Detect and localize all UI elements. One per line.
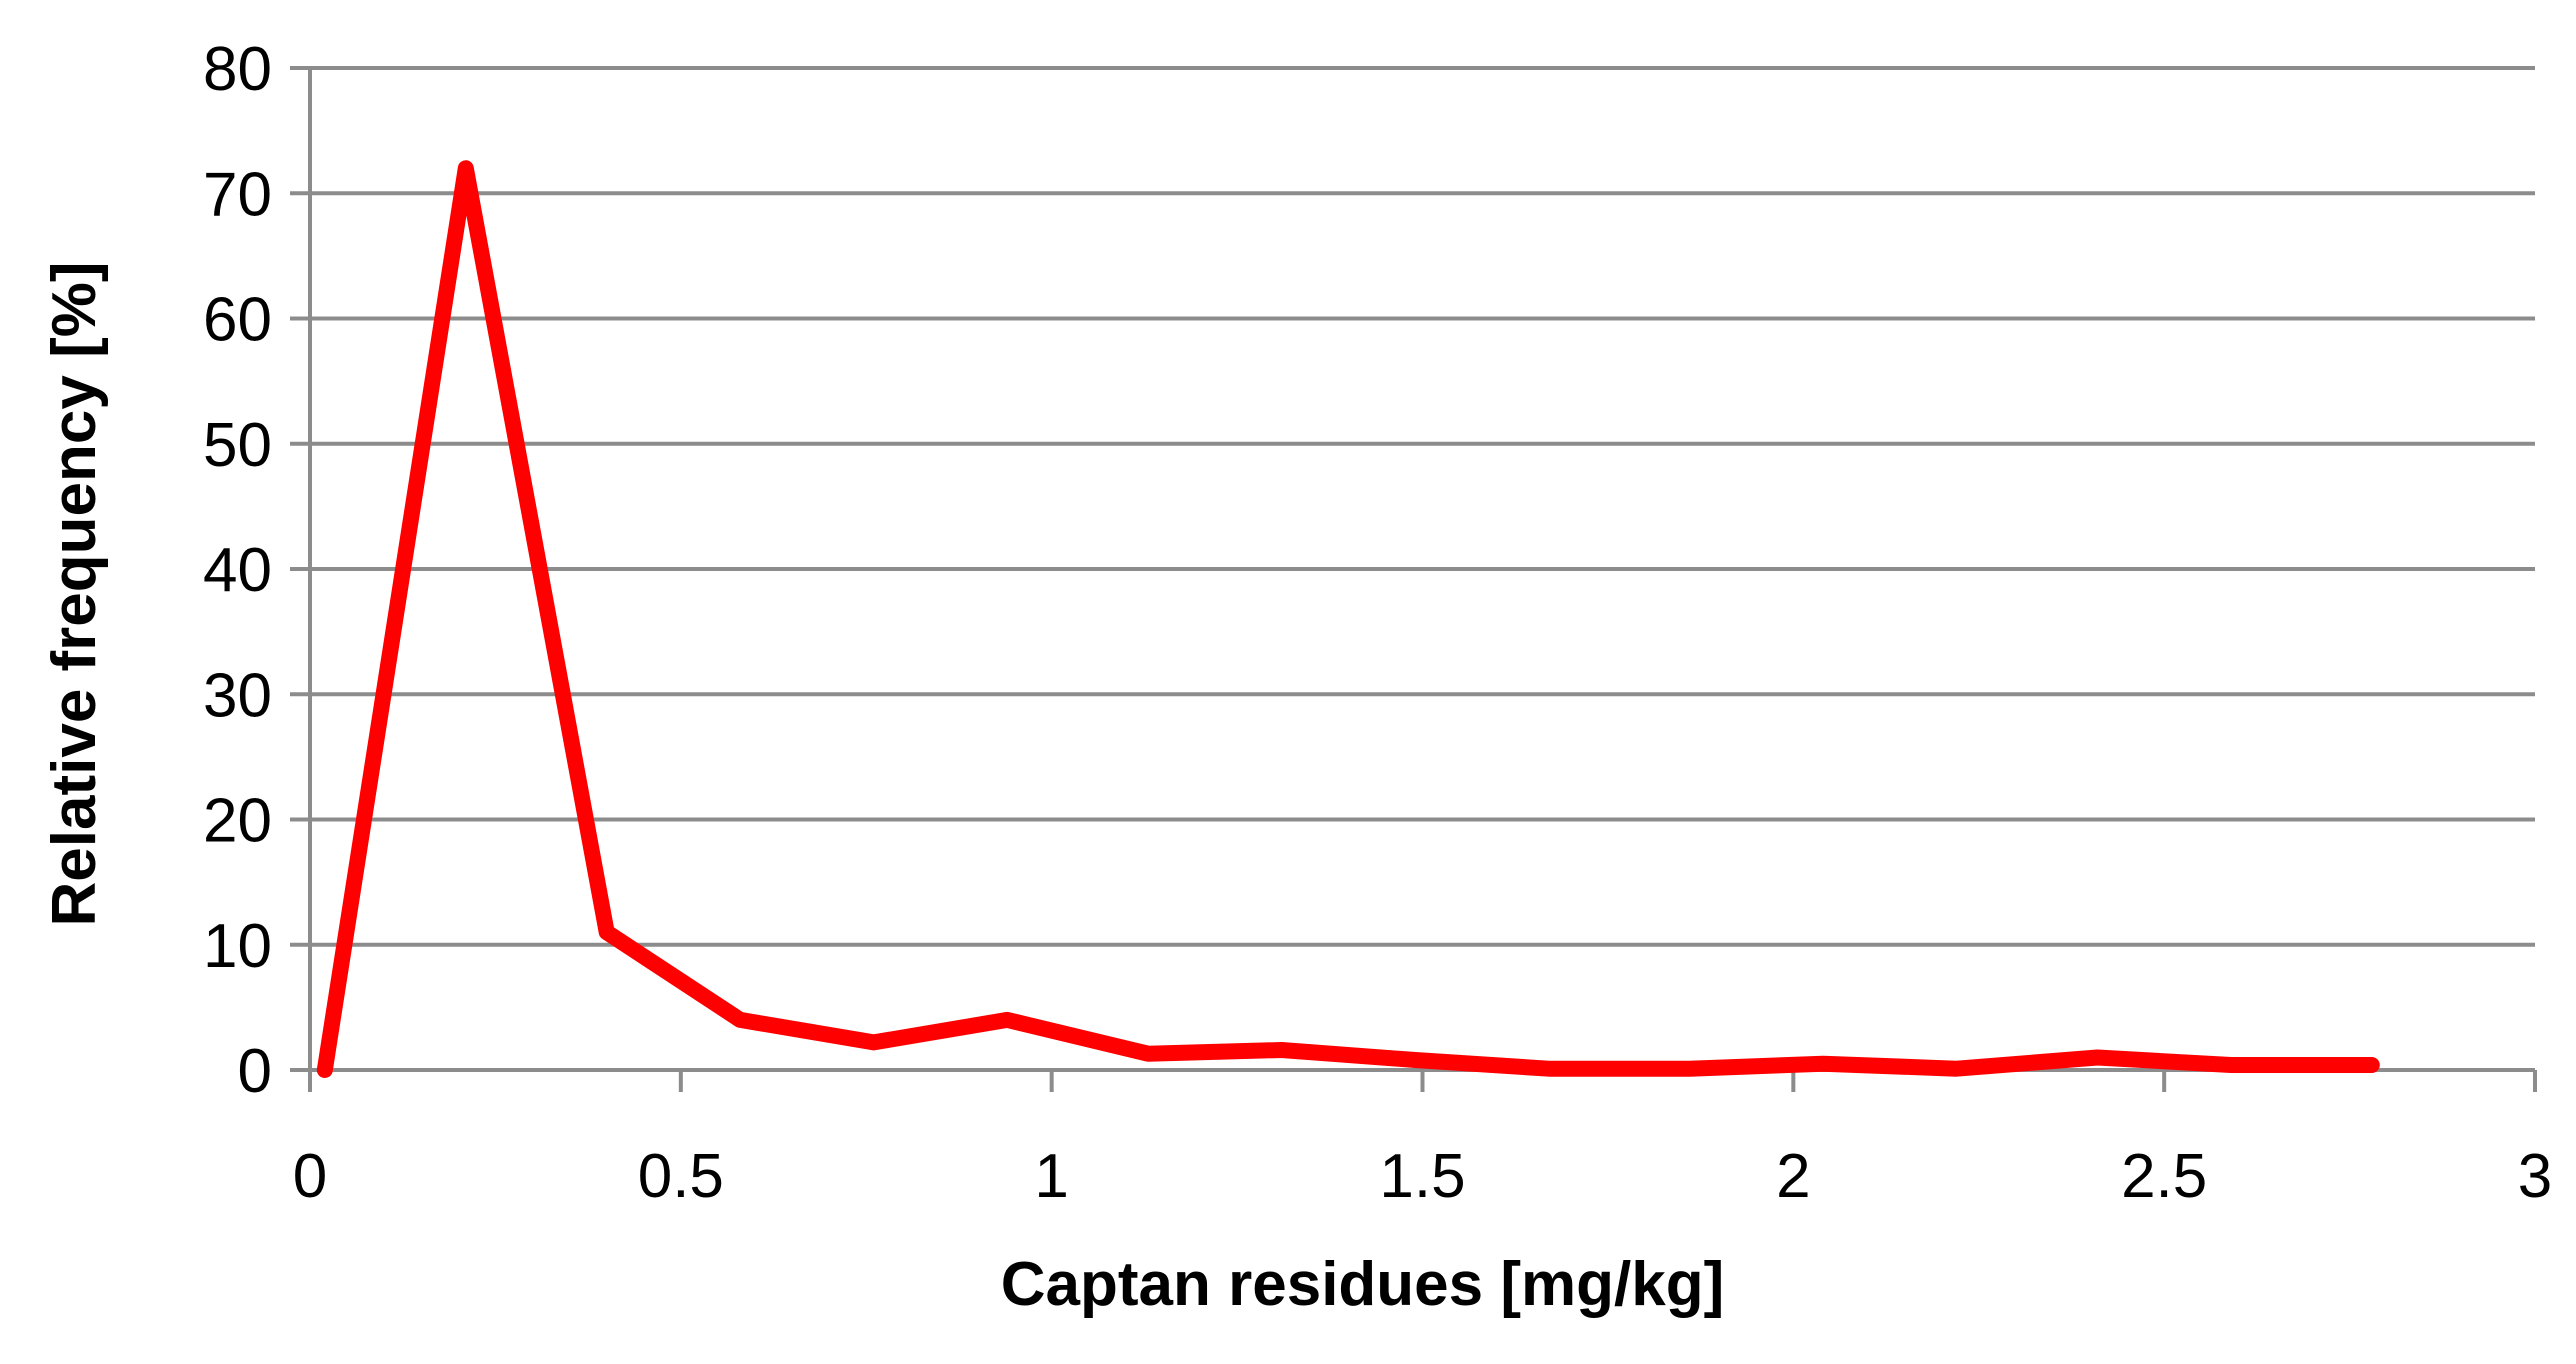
data-point — [599, 925, 614, 940]
data-point — [1816, 1056, 1830, 1071]
x-tick-label: 1.5 — [1379, 1142, 1465, 1211]
data-point — [317, 1063, 332, 1077]
x-tick-label: 0 — [293, 1142, 327, 1211]
axes — [290, 68, 2537, 1092]
data-point — [2090, 1050, 2105, 1065]
x-axis-title: Captan residues [mg/kg] — [1001, 1250, 1724, 1319]
tick-labels: 0 10 20 30 40 50 60 70 80 0 0.5 1 1.5 2 2.5 3 — [203, 35, 2552, 1211]
data-point — [733, 1012, 748, 1027]
data-point — [2364, 1057, 2379, 1072]
y-tick-label: 30 — [203, 661, 272, 730]
data-point — [1408, 1052, 1423, 1067]
y-tick-label: 0 — [238, 1037, 272, 1106]
x-tick-label: 0.5 — [638, 1142, 724, 1211]
data-point — [1000, 1012, 1015, 1027]
y-tick-label: 50 — [203, 411, 272, 480]
data-point — [1682, 1061, 1697, 1076]
data-point — [1141, 1046, 1156, 1061]
y-tick-label: 70 — [203, 160, 272, 229]
data-point — [1949, 1061, 1964, 1076]
data-point — [1274, 1042, 1289, 1057]
y-tick-label: 40 — [203, 536, 272, 605]
y-axis-title: Relative frequency [%] — [40, 262, 109, 927]
y-tick-label: 10 — [203, 912, 272, 981]
x-tick-label: 2 — [1776, 1142, 1810, 1211]
data-point — [458, 161, 473, 176]
data-point — [866, 1035, 881, 1050]
series-line — [316, 160, 2380, 1078]
y-tick-label: 20 — [203, 787, 272, 856]
gridlines — [290, 66, 2535, 947]
data-point — [1541, 1061, 1556, 1076]
y-tick-label: 80 — [203, 35, 272, 104]
x-tick-label: 1 — [1034, 1142, 1068, 1211]
series-layer — [316, 160, 2380, 1078]
x-tick-label: 2.5 — [2121, 1142, 2207, 1211]
data-point — [2223, 1057, 2238, 1072]
y-tick-label: 60 — [203, 286, 272, 355]
x-tick-label: 3 — [2518, 1142, 2552, 1211]
